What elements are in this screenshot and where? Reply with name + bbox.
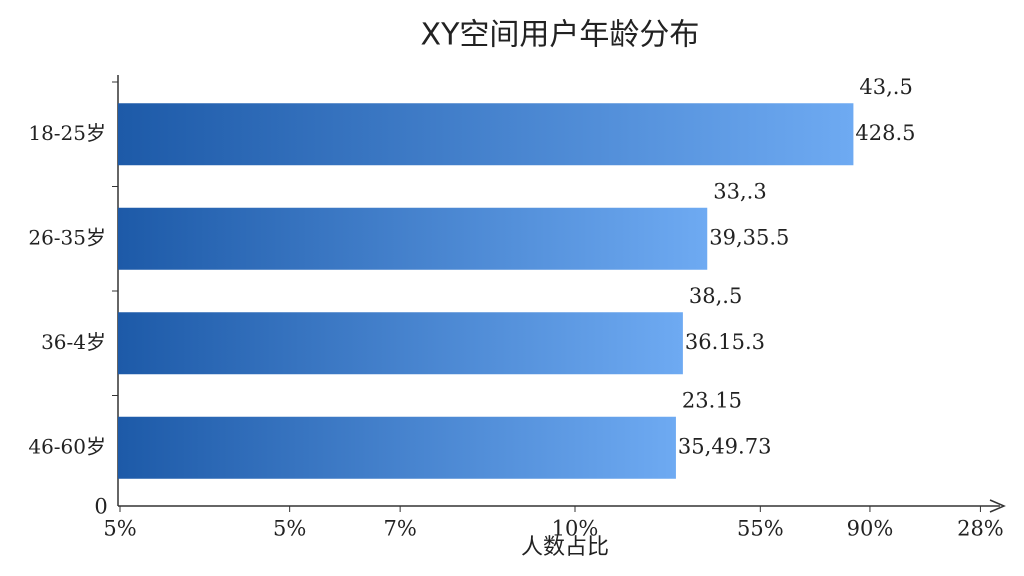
bar-label: 428.5 — [855, 121, 915, 145]
x-tick-label: 28% — [957, 517, 1004, 541]
x-tick-label: 10% — [552, 517, 599, 541]
x-tick-label: 90% — [847, 517, 894, 541]
chart-title: XY空间用户年龄分布 — [421, 18, 700, 53]
bar-label: 33,.3 — [713, 179, 766, 203]
bar — [118, 416, 676, 479]
x-tick-label: 7% — [383, 517, 416, 541]
x-tick-label: 5% — [103, 517, 136, 541]
y-tick-label: 46-60岁 — [28, 434, 106, 458]
x-axis-label: 人数占比 — [521, 535, 609, 560]
bar — [118, 312, 683, 375]
bar-label: 38,.5 — [689, 284, 742, 308]
y-tick-label: 36-4岁 — [41, 330, 106, 354]
bar-label: 39,35.5 — [709, 225, 789, 249]
x-tick-label: 55% — [737, 517, 784, 541]
origin-label: 0 — [94, 495, 107, 519]
bar-label: 23.15 — [682, 388, 742, 412]
bar-label: 35,49.73 — [678, 434, 772, 458]
x-tick-label: 5% — [273, 517, 306, 541]
y-tick-label: 18-25岁 — [28, 121, 106, 145]
y-tick-label: 26-35岁 — [28, 225, 106, 249]
x-axis-arrow — [989, 499, 1006, 513]
bar-label: 36.15.3 — [685, 330, 765, 354]
bar — [118, 207, 708, 270]
bar-label: 43,.5 — [859, 75, 912, 99]
bar — [118, 103, 854, 166]
